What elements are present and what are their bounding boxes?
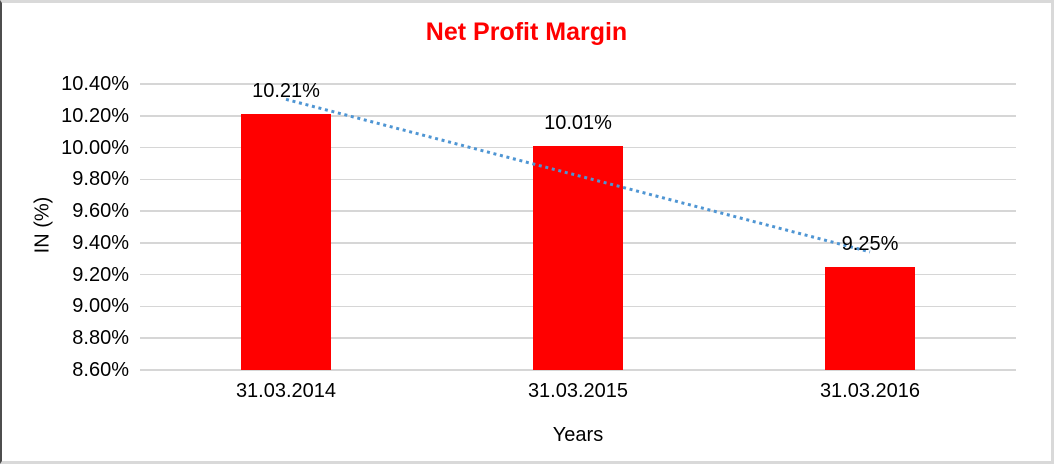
gridline xyxy=(140,83,1016,85)
y-tick-label: 8.80% xyxy=(72,327,129,350)
x-tick-label: 31.03.2016 xyxy=(819,380,921,402)
gridline xyxy=(140,369,1016,371)
bar-value-label: 10.21% xyxy=(252,80,320,103)
plot-area: 10.40% 10.20% 10.00% 9.80% 9.60% 9.40% 9.20% 9.… xyxy=(2,3,1051,461)
bar xyxy=(533,145,623,370)
y-tick-label: 10.40% xyxy=(61,73,129,95)
bar-value-label: 10.01% xyxy=(544,111,612,134)
y-tick-label: 10.00% xyxy=(61,136,129,159)
y-tick-label: 10.20% xyxy=(61,104,129,127)
x-axis-title: Years xyxy=(552,424,604,446)
bar xyxy=(825,266,915,370)
y-tick-label: 8.60% xyxy=(72,359,129,381)
y-tick-label: 9.20% xyxy=(72,263,129,286)
y-tick-label: 9.00% xyxy=(72,295,129,318)
y-tick-label: 9.80% xyxy=(72,168,129,191)
chart-title: Net Profit Margin xyxy=(425,18,628,46)
y-axis-title: IN (%) xyxy=(31,196,54,254)
bar xyxy=(241,114,331,370)
bar-value-label: 9.25% xyxy=(841,232,899,255)
y-tick-label: 9.40% xyxy=(72,231,129,254)
y-tick-label: 9.60% xyxy=(72,200,129,223)
x-tick-label: 31.03.2015 xyxy=(527,380,629,402)
x-tick-label: 31.03.2014 xyxy=(235,380,337,402)
